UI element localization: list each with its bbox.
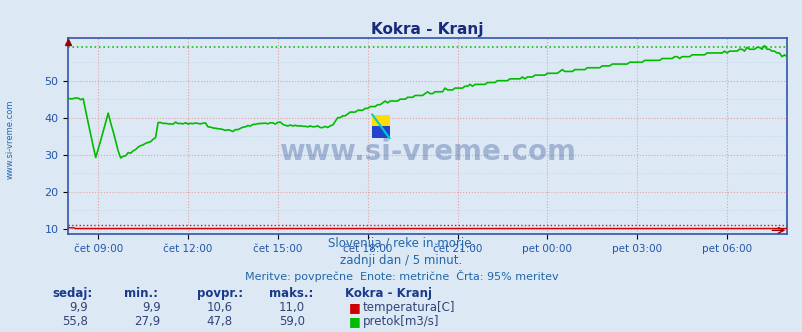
Title: Kokra - Kranj: Kokra - Kranj [371, 22, 484, 37]
Text: www.si-vreme.com: www.si-vreme.com [6, 100, 15, 179]
Text: zadnji dan / 5 minut.: zadnji dan / 5 minut. [340, 254, 462, 267]
Text: Meritve: povprečne  Enote: metrične  Črta: 95% meritev: Meritve: povprečne Enote: metrične Črta:… [245, 270, 557, 282]
Text: 9,9: 9,9 [142, 301, 160, 314]
Text: 27,9: 27,9 [134, 315, 160, 328]
Text: 47,8: 47,8 [206, 315, 233, 328]
Text: ■: ■ [349, 301, 361, 314]
Text: Slovenija / reke in morje.: Slovenija / reke in morje. [327, 237, 475, 250]
FancyBboxPatch shape [372, 115, 389, 138]
Text: ■: ■ [349, 315, 361, 328]
Text: 59,0: 59,0 [279, 315, 305, 328]
FancyBboxPatch shape [372, 126, 389, 138]
Text: 9,9: 9,9 [70, 301, 88, 314]
Text: min.:: min.: [124, 287, 158, 300]
Text: Kokra - Kranj: Kokra - Kranj [345, 287, 431, 300]
Text: 55,8: 55,8 [63, 315, 88, 328]
Text: temperatura[C]: temperatura[C] [363, 301, 455, 314]
Text: pretok[m3/s]: pretok[m3/s] [363, 315, 439, 328]
Text: povpr.:: povpr.: [196, 287, 242, 300]
Text: 11,0: 11,0 [278, 301, 305, 314]
Text: 10,6: 10,6 [206, 301, 233, 314]
Text: www.si-vreme.com: www.si-vreme.com [279, 138, 575, 166]
Text: maks.:: maks.: [269, 287, 313, 300]
Text: sedaj:: sedaj: [52, 287, 92, 300]
